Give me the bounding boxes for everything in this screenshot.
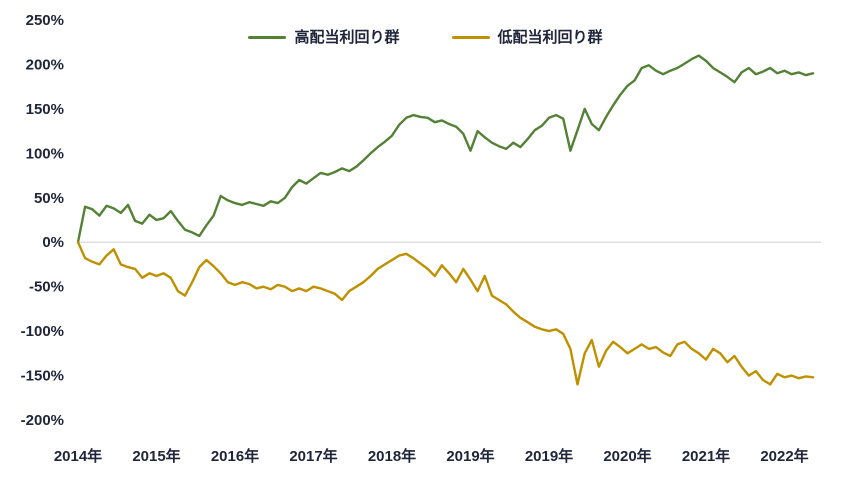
x-axis-tick-label: 2017年: [289, 447, 337, 465]
x-axis-tick-label: 2018年: [368, 447, 416, 465]
x-axis-tick-label: 2020年: [603, 447, 651, 465]
y-axis-tick-label: 0%: [42, 234, 64, 251]
y-axis-tick-label: 100%: [26, 145, 64, 162]
series-line: [76, 54, 815, 244]
x-axis-tick-label: 2021年: [682, 447, 730, 465]
series-line: [76, 240, 815, 386]
x-axis-tick-label: 2016年: [211, 447, 259, 465]
x-axis-tick-label: 2022年: [760, 447, 808, 465]
x-axis-tick-label: 2014年: [54, 447, 102, 465]
y-axis-tick-label: -150%: [21, 368, 64, 385]
y-axis-tick-label: 50%: [34, 190, 64, 207]
x-axis-tick-label: 2015年: [132, 447, 180, 465]
y-axis-tick-label: -100%: [21, 323, 64, 340]
y-axis-tick-label: -50%: [29, 279, 64, 296]
y-axis-tick-label: -200%: [21, 412, 64, 429]
y-axis-tick-label: 250%: [26, 12, 64, 29]
y-axis-tick-label: 150%: [26, 101, 64, 118]
x-axis-tick-label: 2019年: [446, 447, 494, 465]
x-axis-tick-label: 2019年: [525, 447, 573, 465]
y-axis-tick-label: 200%: [26, 56, 64, 73]
